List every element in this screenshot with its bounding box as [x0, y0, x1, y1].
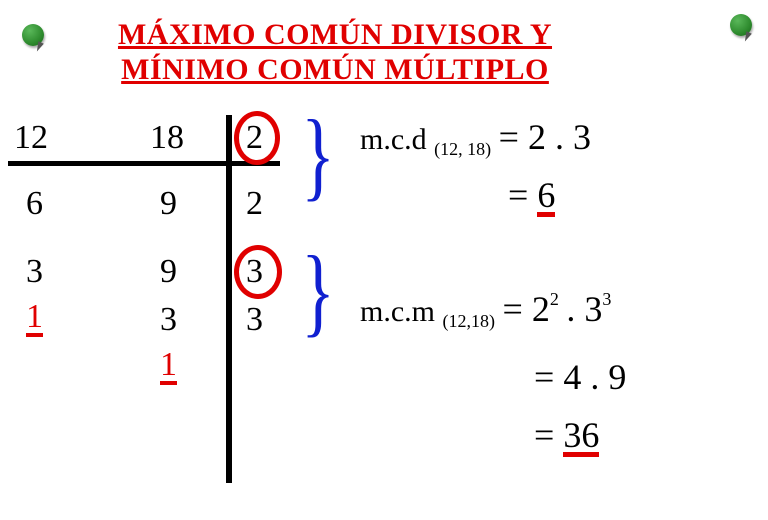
cell-a2: 3	[26, 253, 43, 291]
brace-mcm: }	[301, 256, 335, 326]
cell-f3: 3	[246, 301, 263, 339]
mcd-equation: m.c.d (12, 18) = 2 . 3	[360, 116, 591, 158]
mcd-label: m.c.d	[360, 123, 427, 156]
mcm-result-line: = 36	[534, 414, 599, 457]
mcm-step: = 4 . 9	[534, 356, 626, 398]
title-line1: MÁXIMO COMÚN DIVISOR Y	[118, 18, 552, 51]
title-line2: MÍNIMO COMÚN MÚLTIPLO	[121, 53, 549, 86]
brace-mcd: }	[301, 120, 335, 190]
circle-factor-0	[234, 111, 280, 165]
cell-f1: 2	[246, 185, 263, 223]
mcm-label: m.c.m	[360, 295, 435, 328]
mcm-args: (12,18)	[443, 311, 496, 331]
cell-b4: 1	[160, 349, 177, 385]
mcm-base1: 2	[532, 289, 550, 329]
mcm-exp1: 2	[550, 289, 559, 309]
table-horizontal-line	[8, 161, 280, 166]
mcd-result: 6	[537, 179, 555, 217]
cell-b0: 18	[150, 119, 184, 157]
cell-a3: 1	[26, 301, 43, 337]
circle-factor-2	[234, 245, 282, 299]
cell-b3: 3	[160, 301, 177, 339]
cell-b2: 9	[160, 253, 177, 291]
mcd-result-line: = 6	[508, 174, 555, 217]
pushpin-right	[730, 14, 756, 40]
cell-a1: 6	[26, 185, 43, 223]
cell-a0: 12	[14, 119, 48, 157]
mcd-expr: 2 . 3	[528, 117, 591, 157]
factorization-table: 12 18 2 6 9 2 3 9 3 1 3 3 1	[8, 115, 348, 485]
page-title: MÁXIMO COMÚN DIVISOR Y MÍNIMO COMÚN MÚLT…	[70, 18, 600, 87]
mcm-equation: m.c.m (12,18) = 22 . 33	[360, 288, 611, 330]
mcm-base2: 3	[584, 289, 602, 329]
mcm-step-val: 4 . 9	[563, 357, 626, 397]
pushpin-left	[22, 24, 48, 50]
mcm-result: 36	[563, 419, 599, 457]
mcm-exp2: 3	[602, 289, 611, 309]
cell-b1: 9	[160, 185, 177, 223]
mcd-args: (12, 18)	[434, 139, 491, 159]
table-vertical-line	[226, 115, 232, 483]
